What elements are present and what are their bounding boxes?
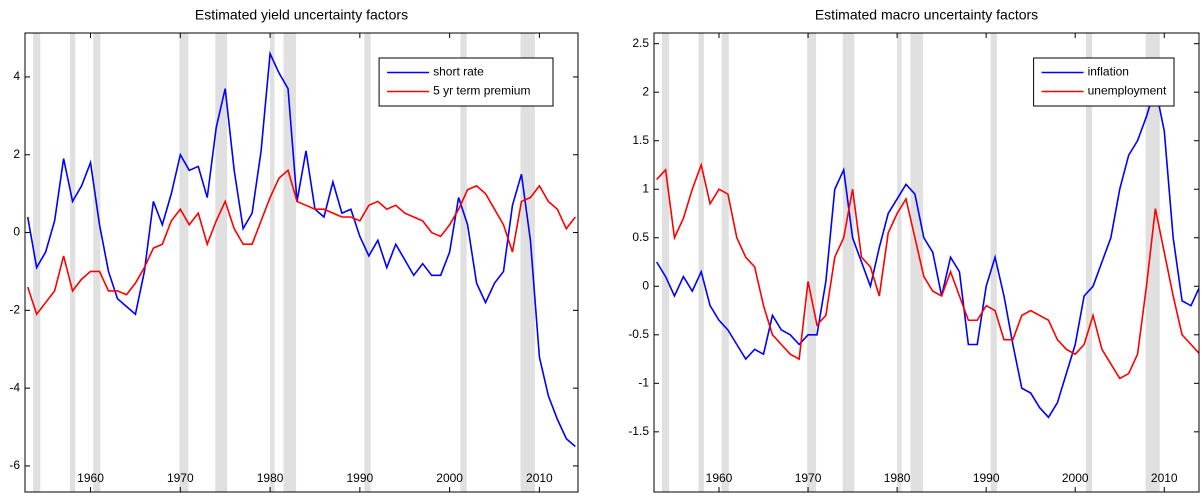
shaded-period [698,33,704,492]
legend: inflation unemployment [1033,57,1175,107]
axes-box [653,32,1200,493]
shaded-period [69,33,76,492]
shaded-period [270,33,275,492]
y-tick-label: -1.5 [628,424,649,438]
plot-area [26,33,576,492]
y-tick-label: 2 [13,147,20,161]
shaded-period [1145,33,1160,492]
x-tick-label: 2000 [1062,471,1089,485]
y-tick-label: 1 [642,181,649,195]
shaded-period [33,33,41,492]
legend-box [1033,57,1175,107]
plot-area [655,33,1199,492]
y-tick-label: 0.5 [632,230,649,244]
shaded-period [179,33,189,492]
shaded-period [1085,33,1093,492]
y-tick-label: -0.5 [628,327,649,341]
shaded-period [897,33,902,492]
panel: Estimated yield uncertainty factors -6 -4 -… [9,7,579,493]
y-tick-label: 0 [13,225,20,239]
shaded-period [910,33,923,492]
y-tick-label: 1.5 [632,133,649,147]
legend-label: unemployment [1088,84,1167,98]
chart-title: Estimated macro uncertainty factors [815,7,1038,23]
y-tick-label: -6 [9,458,20,472]
y-tick-label: 2.5 [632,36,649,50]
shaded-period [721,33,729,492]
y-tick-label: -4 [9,380,20,394]
series-line [26,50,576,448]
x-tick-label: 1970 [795,471,822,485]
legend-label: 5 yr term premium [433,84,530,98]
x-tick-label: 2010 [526,471,553,485]
axes-box [24,32,579,493]
shaded-period [93,33,101,492]
shaded-period [842,33,855,492]
y-tick-label: 2 [642,84,649,98]
legend-label: short rate [433,65,484,79]
x-tick-label: 1960 [706,471,733,485]
shaded-period [215,33,227,492]
legend: short rate 5 yr term premium [378,57,554,107]
y-tick-label: 4 [13,69,20,83]
y-tick-label: -2 [9,303,20,317]
x-tick-label: 1970 [167,471,194,485]
x-tick-label: 2010 [1151,471,1178,485]
legend-box [378,57,554,107]
x-tick-label: 1980 [884,471,911,485]
x-tick-label: 1990 [347,471,374,485]
x-tick-label: 1990 [973,471,1000,485]
series-line [26,168,576,316]
chart-title: Estimated yield uncertainty factors [195,7,408,23]
legend-label: inflation [1088,65,1129,79]
y-tick-label: -1 [638,375,649,389]
x-tick-label: 1960 [77,471,104,485]
shaded-period [807,33,817,492]
series-line [655,87,1199,419]
shaded-period [460,33,467,492]
y-tick-label: 0 [642,278,649,292]
panel: Estimated macro uncertainty factors -1.5 -… [628,7,1200,493]
x-tick-label: 1980 [257,471,284,485]
shaded-period [364,33,371,492]
series-line [656,162,1199,380]
shaded-period [662,33,670,492]
shaded-period [520,33,535,492]
x-tick-label: 2000 [436,471,463,485]
